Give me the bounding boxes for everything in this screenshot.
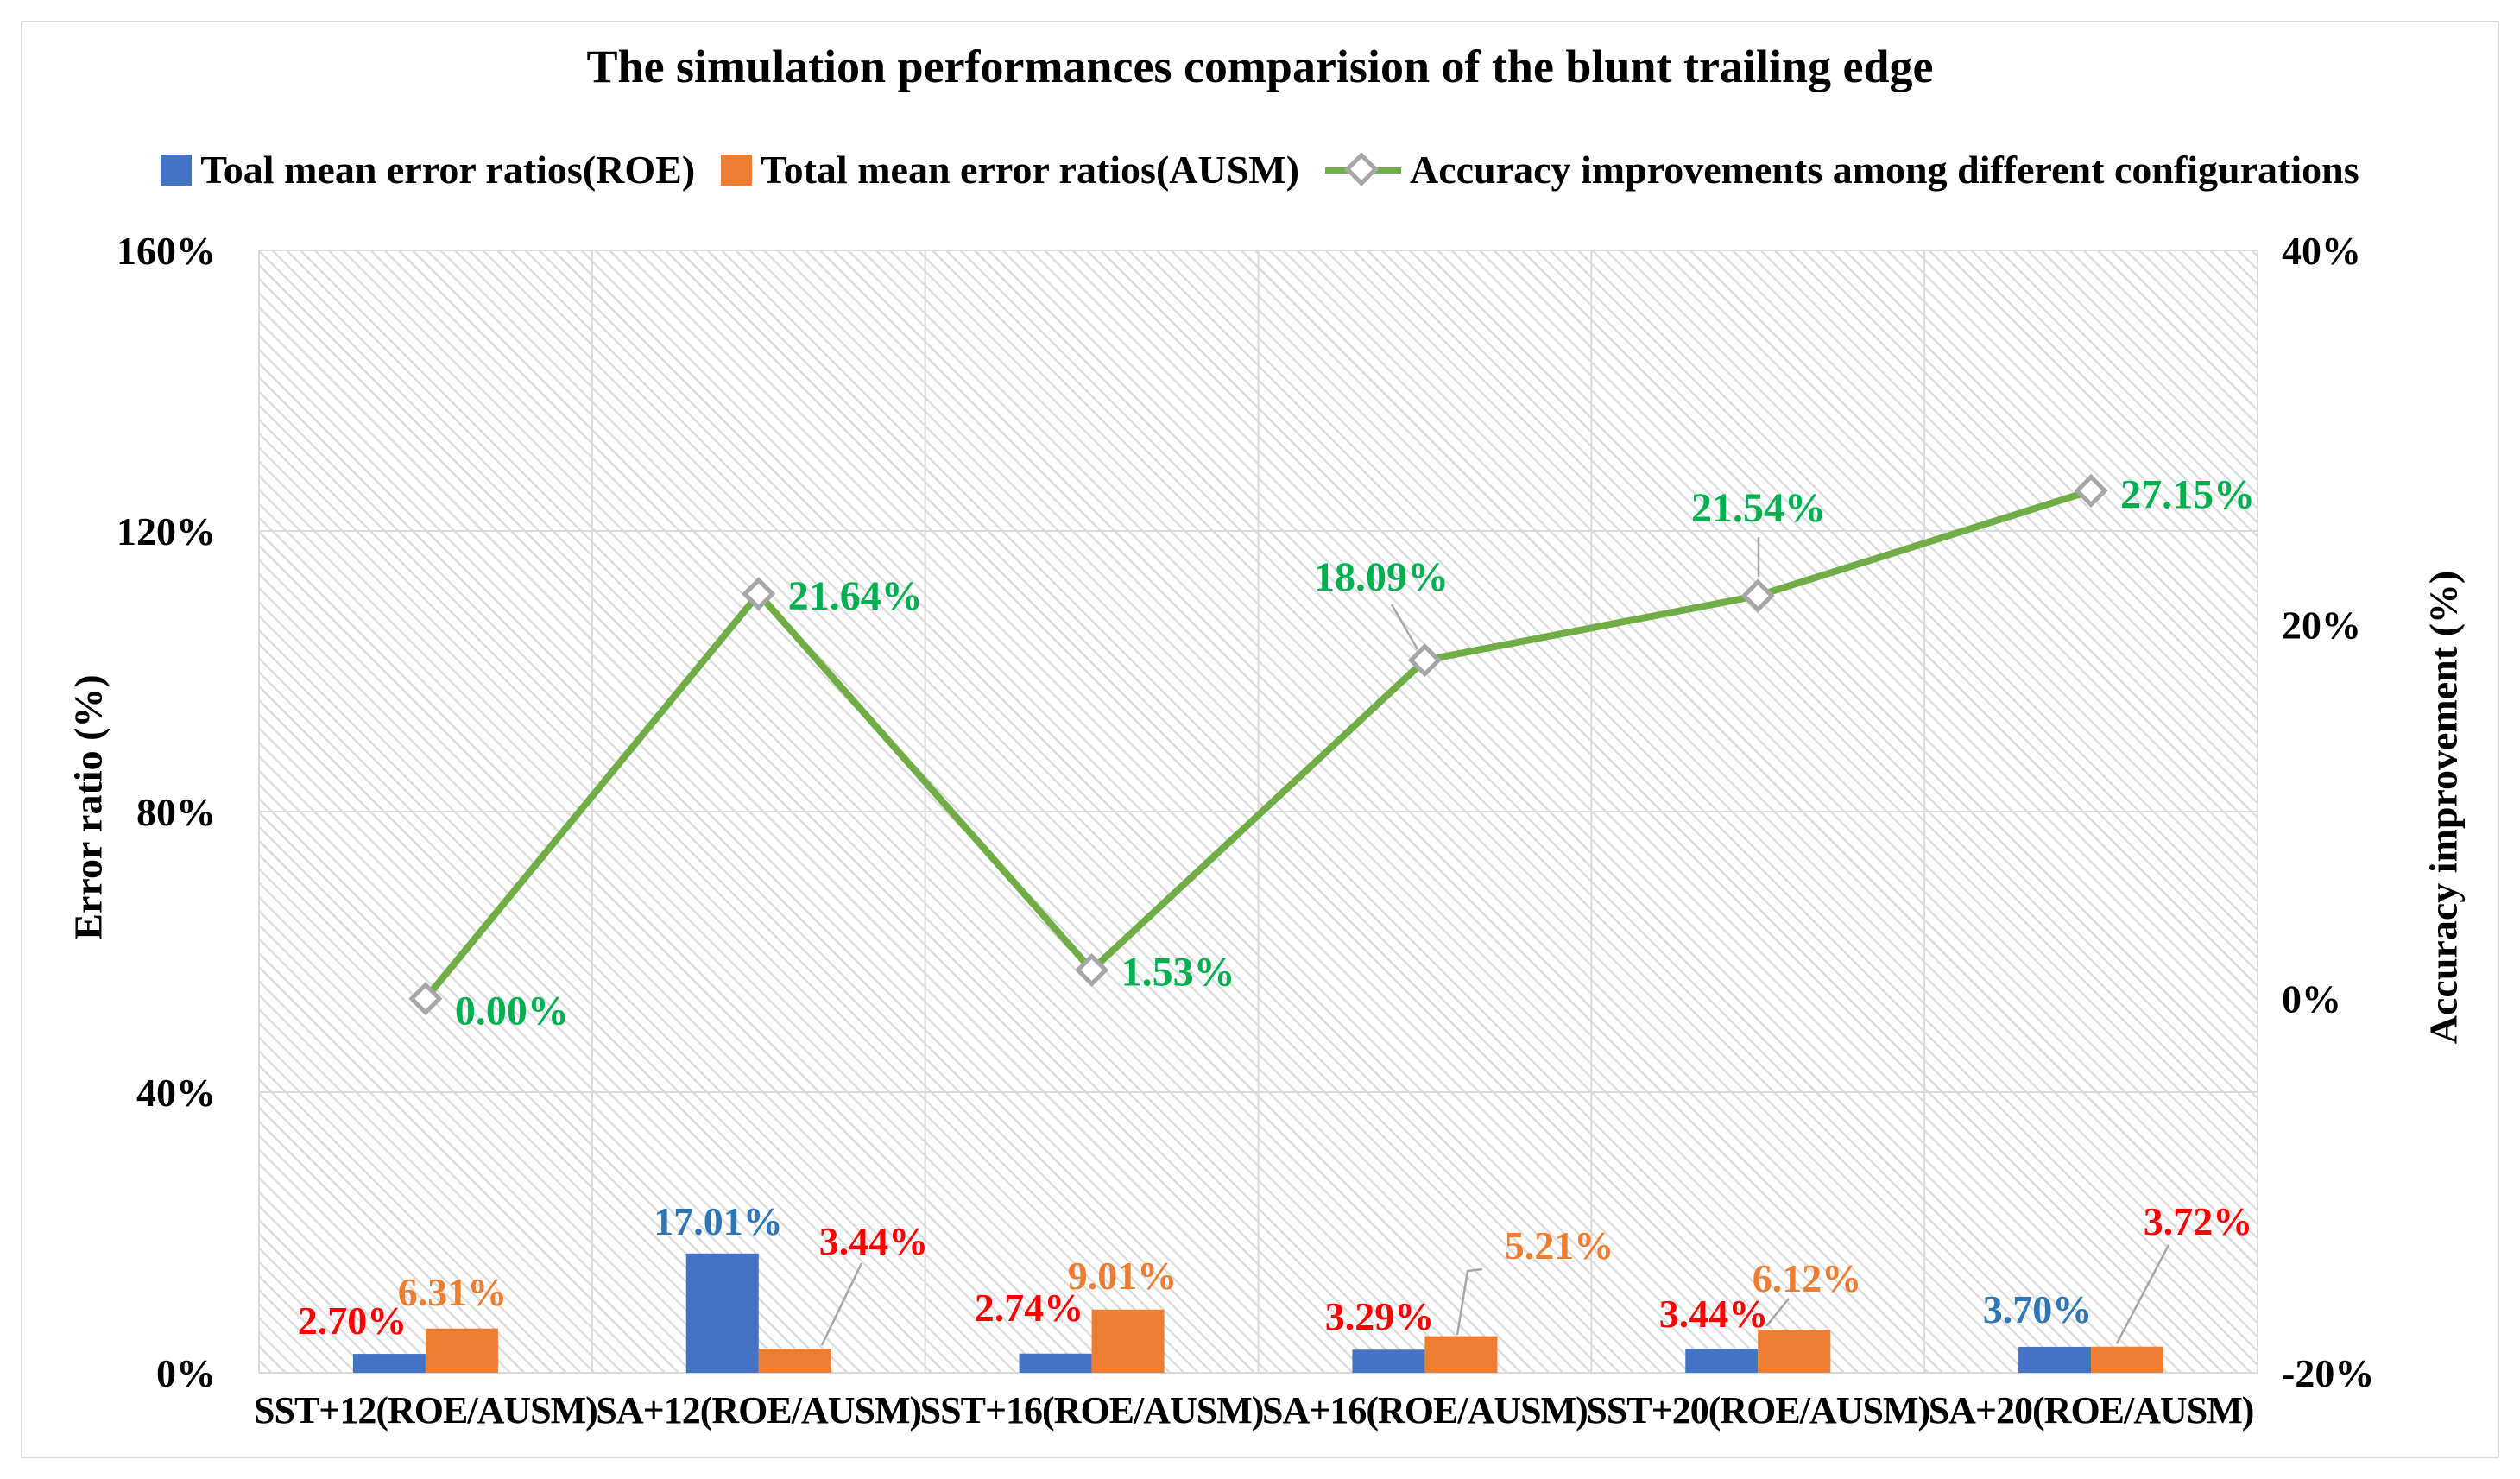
bar-label-leader-1 <box>820 1262 863 1346</box>
legend-item-1: Total mean error ratios(AUSM) <box>721 147 1299 193</box>
right-axis-tick: 20% <box>2282 603 2361 647</box>
bar-label-roe-1: 17.01% <box>654 1199 783 1243</box>
left-axis-tick: 40% <box>136 1071 216 1115</box>
bar-label-ausm-2: 9.01% <box>1068 1254 1178 1298</box>
bar-label-ausm-4: 6.12% <box>1753 1256 1862 1300</box>
diamond-marker-0 <box>408 982 443 1016</box>
bar-label-leader-3 <box>1456 1267 1483 1336</box>
legend: Toal mean error ratios(ROE) Total mean er… <box>0 147 2520 193</box>
diamond-marker-5 <box>2074 473 2108 508</box>
bar-roe-1 <box>685 1253 759 1373</box>
bar-label-roe-5: 3.70% <box>1983 1287 2093 1331</box>
bar-ausm-0 <box>425 1328 498 1373</box>
legend-label: Total mean error ratios(AUSM) <box>761 148 1300 192</box>
x-label-5: SA+20(ROE/AUSM) <box>1929 1389 2254 1432</box>
x-label-2: SST+16(ROE/AUSM) <box>920 1389 1264 1432</box>
bar-roe-5 <box>2018 1346 2092 1373</box>
chart-title: The simulation performances comparision … <box>586 41 1934 92</box>
left-axis-tick: 120% <box>117 509 216 553</box>
legend-square-icon <box>161 154 193 186</box>
left-axis-tick: 160% <box>117 229 216 273</box>
bar-roe-3 <box>1352 1349 1425 1373</box>
legend-item-0: Toal mean error ratios(ROE) <box>161 147 695 193</box>
diamond-marker-2 <box>1075 952 1109 988</box>
legend-item-2: Accuracy improvements among different co… <box>1325 147 2359 193</box>
accuracy-line <box>421 487 2095 1002</box>
bar-ausm-2 <box>1091 1309 1165 1373</box>
bar-label-roe-2: 2.74% <box>975 1286 1084 1330</box>
x-label-4: SST+20(ROE/AUSM) <box>1586 1389 1929 1432</box>
legend-label: Toal mean error ratios(ROE) <box>200 148 696 192</box>
bar-label-ausm-1: 3.44% <box>819 1219 929 1263</box>
line-label-1: 21.64% <box>788 573 923 619</box>
line-label-5: 27.15% <box>2120 471 2255 517</box>
bar-roe-0 <box>352 1354 426 1373</box>
bar-label-roe-0: 2.70% <box>298 1299 407 1343</box>
line-label-0: 0.00% <box>455 989 569 1034</box>
legend-square-icon <box>721 154 753 186</box>
bar-roe-4 <box>1685 1349 1759 1373</box>
bar-label-roe-3: 3.29% <box>1325 1294 1435 1338</box>
x-label-3: SA+16(ROE/AUSM) <box>1262 1389 1588 1432</box>
bar-label-leader-5 <box>2115 1244 2170 1344</box>
right-axis-tick: -20% <box>2282 1351 2374 1395</box>
x-label-1: SA+12(ROE/AUSM) <box>596 1389 921 1432</box>
line-label-3: 18.09% <box>1314 554 1449 600</box>
right-axis-tick: 40% <box>2282 229 2361 273</box>
line-label-4: 21.54% <box>1691 485 1826 531</box>
x-label-0: SST+12(ROE/AUSM) <box>254 1389 597 1432</box>
bar-label-leader-4 <box>1765 1298 1790 1327</box>
legend-label: Accuracy improvements among different co… <box>1410 148 2359 192</box>
bar-label-ausm-0: 6.31% <box>398 1270 508 1314</box>
left-axis-tick: 80% <box>136 790 216 834</box>
bar-label-roe-4: 3.44% <box>1659 1292 1769 1336</box>
diamond-marker-4 <box>1740 578 1775 613</box>
bar-ausm-3 <box>1424 1336 1498 1373</box>
legend-line-diamond-icon <box>1325 151 1402 186</box>
diamond-marker-1 <box>742 577 776 611</box>
diamond-marker-3 <box>1407 643 1442 678</box>
bar-ausm-5 <box>2091 1346 2164 1373</box>
left-axis-tick: 0% <box>156 1351 216 1395</box>
bar-ausm-1 <box>758 1349 831 1373</box>
bar-label-ausm-5: 3.72% <box>2144 1199 2253 1243</box>
bar-roe-2 <box>1019 1353 1092 1373</box>
bar-ausm-4 <box>1758 1330 1831 1373</box>
bar-label-ausm-3: 5.21% <box>1505 1223 1614 1267</box>
line-label-leader-3 <box>1390 604 1419 650</box>
right-axis-tick: 0% <box>2282 977 2341 1021</box>
line-label-2: 1.53% <box>1121 950 1235 995</box>
